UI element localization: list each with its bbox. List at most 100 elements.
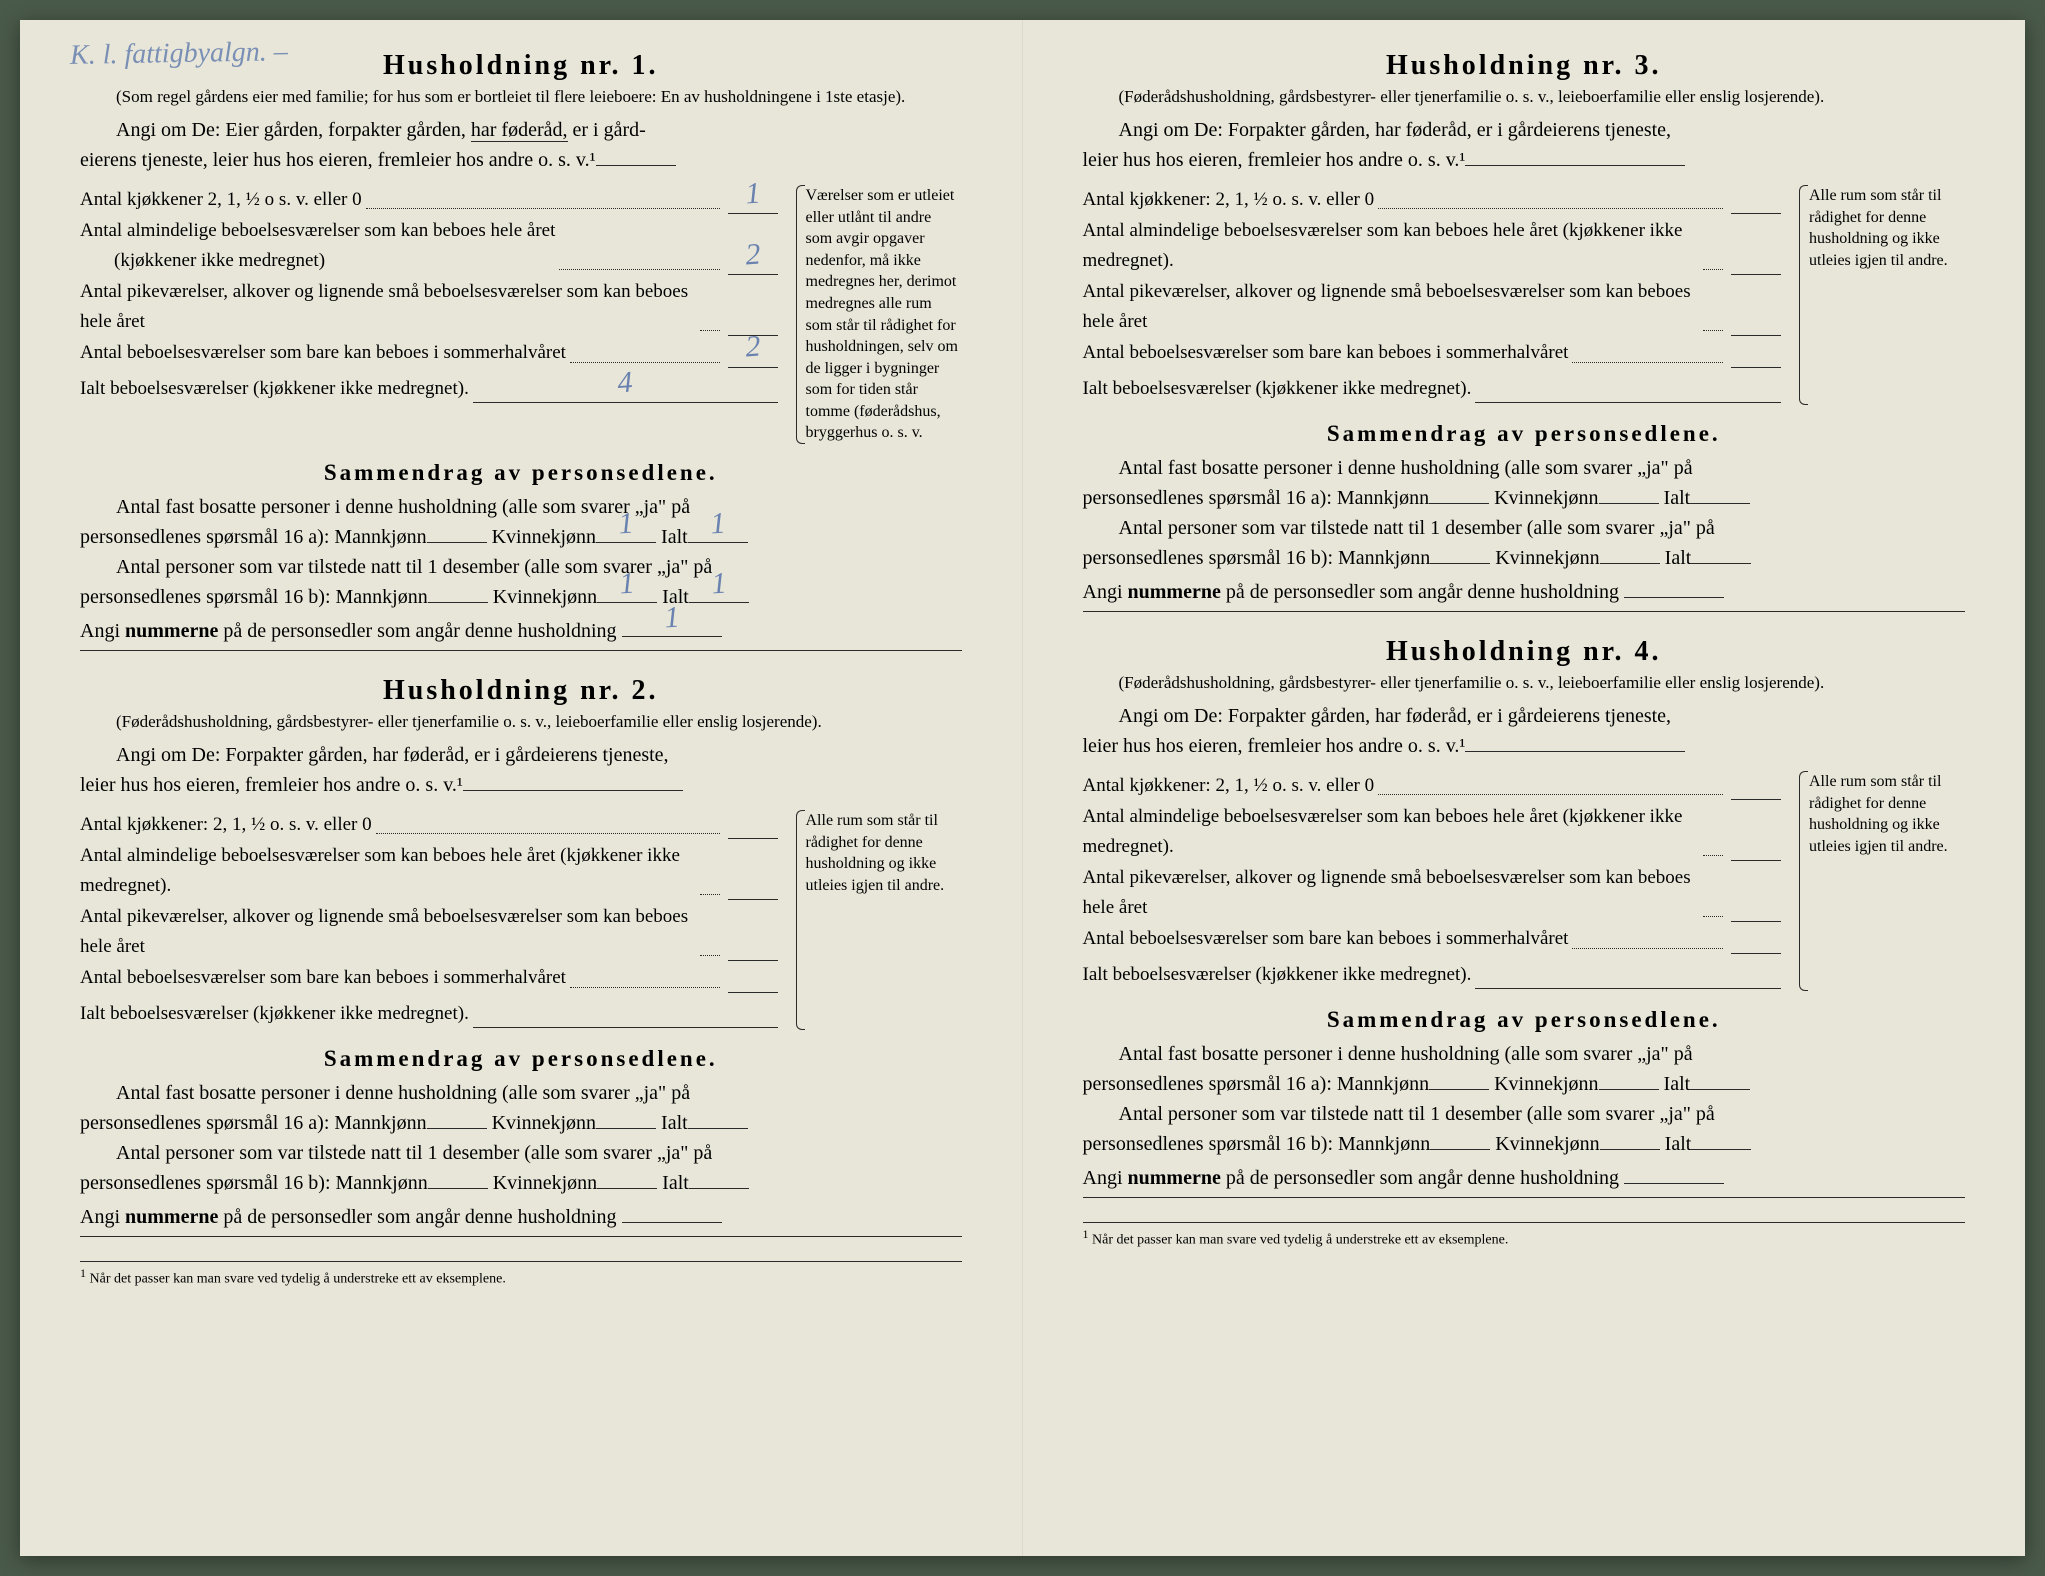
rows-block: Antal kjøkkener: 2, 1, ½ o. s. v. eller … [80, 810, 962, 1030]
angi-num-rest: på de personsedler som angår denne husho… [218, 1206, 616, 1228]
row-dots [1378, 208, 1723, 209]
row-value-line: 2 [728, 367, 778, 368]
row-dots [1703, 269, 1723, 270]
row-value-line [728, 838, 778, 839]
document-sheet: K. l. fattigbyalgn. – Husholdning nr. 1.… [20, 20, 2025, 1556]
mann-fill [1430, 1149, 1490, 1150]
rows-left: Antal kjøkkener: 2, 1, ½ o. s. v. eller … [80, 810, 778, 1030]
row-dots [1703, 855, 1723, 856]
row-value-line [1731, 213, 1781, 214]
ialt-fill [1691, 563, 1751, 564]
brace-icon [1795, 185, 1809, 405]
rows-block: Antal kjøkkener: 2, 1, ½ o. s. v. eller … [1083, 185, 1966, 405]
household-4: Husholdning nr. 4. (Føderådshusholdning,… [1083, 636, 1966, 1198]
angi-b: er i gård- [573, 119, 646, 141]
angi-num-rest: på de personsedler som angår denne husho… [1221, 1167, 1619, 1189]
household-title: Husholdning nr. 2. [80, 675, 962, 707]
ialt-row: Ialt beboelsesværelser (kjøkkener ikke m… [80, 374, 778, 403]
row-value-line [728, 992, 778, 993]
brace-icon [792, 185, 806, 444]
row-dots [570, 987, 720, 988]
rows-block: Antal kjøkkener 2, 1, ½ o s. v. eller 0 … [80, 185, 962, 444]
angi-num-fill: 1 [622, 636, 722, 637]
row-label: Antal kjøkkener: 2, 1, ½ o. s. v. eller … [1083, 185, 1375, 214]
row-dots [700, 955, 720, 956]
mann-fill [427, 1128, 487, 1129]
row-label: Antal kjøkkener: 2, 1, ½ o. s. v. eller … [80, 810, 372, 839]
row-label: Antal pikeværelser, alkover og lignende … [80, 277, 696, 336]
angi-num-rest: på de personsedler som angår denne husho… [218, 620, 616, 642]
angi-num-fill [1624, 597, 1724, 598]
ialt-row: Ialt beboelsesværelser (kjøkkener ikke m… [80, 999, 778, 1028]
row-label: Antal beboelsesværelser som bare kan beb… [1083, 924, 1569, 953]
angi-num-rest: på de personsedler som angår denne husho… [1221, 581, 1619, 603]
ialt-fill [688, 1128, 748, 1129]
angi-num-prefix: Angi [1083, 1167, 1128, 1189]
angi-line-2: leier hus hos eieren, fremleier hos andr… [80, 770, 962, 800]
ialt-label: Ialt beboelsesværelser (kjøkkener ikke m… [80, 374, 469, 403]
mann-fill [1429, 1089, 1489, 1090]
form-row: Antal kjøkkener: 2, 1, ½ o. s. v. eller … [1083, 185, 1782, 214]
row-value-line [1731, 953, 1781, 954]
angi-num-bold: nummerne [125, 1206, 218, 1228]
rows-left: Antal kjøkkener 2, 1, ½ o s. v. eller 0 … [80, 185, 778, 444]
row-dots [570, 362, 720, 363]
kv-fill [1599, 1089, 1659, 1090]
angi-nummerne: Angi nummerne på de personsedler som ang… [80, 1202, 962, 1237]
rows-note: Alle rum som står til rådighet for denne… [1795, 185, 1965, 405]
ialt-label: Ialt beboelsesværelser (kjøkkener ikke m… [80, 999, 469, 1028]
row-value-line [1731, 799, 1781, 800]
handwritten-value: 2 [743, 231, 761, 278]
form-row: Antal pikeværelser, alkover og lignende … [1083, 277, 1782, 336]
row-label: Antal pikeværelser, alkover og lignende … [1083, 863, 1700, 922]
mann-fill [428, 602, 488, 603]
page-right: Husholdning nr. 3. (Føderådshusholdning,… [1023, 20, 2026, 1556]
page-left: K. l. fattigbyalgn. – Husholdning nr. 1.… [20, 20, 1023, 1556]
kv-fill [1600, 1149, 1660, 1150]
kv-fill: 1 [597, 602, 657, 603]
note-text: Alle rum som står til rådighet for denne… [1809, 187, 1948, 269]
handwritten-value: 1 [743, 170, 761, 217]
ialt-row: Ialt beboelsesværelser (kjøkkener ikke m… [1083, 374, 1782, 403]
s-line-2a: Antal personer som var tilstede natt til… [80, 1138, 962, 1168]
ialt-fill [689, 1188, 749, 1189]
angi-nummerne: Angi nummerne på de personsedler som ang… [80, 616, 962, 651]
angi-num-prefix: Angi [80, 1206, 125, 1228]
note-text: Alle rum som står til rådighet for denne… [1809, 773, 1948, 855]
angi-line-2: eierens tjeneste, leier hus hos eieren, … [80, 145, 962, 175]
sammendrag-title: Sammendrag av personsedlene. [1083, 1007, 1966, 1033]
row-label: Antal beboelsesværelser som bare kan beb… [80, 963, 566, 992]
angi-underlined: har føderåd, [471, 119, 568, 142]
angi-num-fill [622, 1222, 722, 1223]
row-dots [700, 894, 720, 895]
household-subtitle: (Føderådshusholdning, gårdsbestyrer- ell… [1083, 672, 1966, 695]
row-dots [1572, 362, 1723, 363]
rows-note: Alle rum som står til rådighet for denne… [1795, 771, 1965, 991]
form-row: Antal beboelsesværelser som bare kan beb… [1083, 924, 1782, 953]
mann-fill [1429, 503, 1489, 504]
angi-num-bold: nummerne [1128, 581, 1221, 603]
rows-note: Værelser som er utleiet eller utlånt til… [792, 185, 962, 444]
household-title: Husholdning nr. 4. [1083, 636, 1966, 668]
row-value-line [1731, 367, 1781, 368]
ialt-value-line [1475, 988, 1781, 989]
note-text: Alle rum som står til rådighet for denne… [806, 812, 945, 894]
form-row: Antal beboelsesværelser som bare kan beb… [80, 963, 778, 992]
sammendrag-title: Sammendrag av personsedlene. [80, 1046, 962, 1072]
row-value-line: 1 [728, 213, 778, 214]
s-line-1b: personsedlenes spørsmål 16 a): Mannkjønn… [1083, 483, 1966, 513]
form-row: Antal kjøkkener 2, 1, ½ o s. v. eller 0 … [80, 185, 778, 214]
form-row: Antal pikeværelser, alkover og lignende … [80, 902, 778, 961]
angi-nummerne: Angi nummerne på de personsedler som ang… [1083, 1163, 1966, 1198]
row-label: Antal almindelige beboelsesværelser som … [80, 216, 555, 275]
form-row: Antal pikeværelser, alkover og lignende … [80, 277, 778, 336]
row-value-line: 2 [728, 274, 778, 275]
row-label: Antal almindelige beboelsesværelser som … [1083, 216, 1700, 275]
s-line-2b: personsedlenes spørsmål 16 b): Mannkjønn… [1083, 1129, 1966, 1159]
ialt-fill [1691, 1149, 1751, 1150]
footnote-text: Når det passer kan man svare ved tydelig… [90, 1272, 506, 1287]
s-line-1a: Antal fast bosatte personer i denne hush… [1083, 453, 1966, 483]
row-label: Antal kjøkkener 2, 1, ½ o s. v. eller 0 [80, 185, 362, 214]
sammendrag-title: Sammendrag av personsedlene. [80, 460, 962, 486]
row-dots [1703, 916, 1723, 917]
